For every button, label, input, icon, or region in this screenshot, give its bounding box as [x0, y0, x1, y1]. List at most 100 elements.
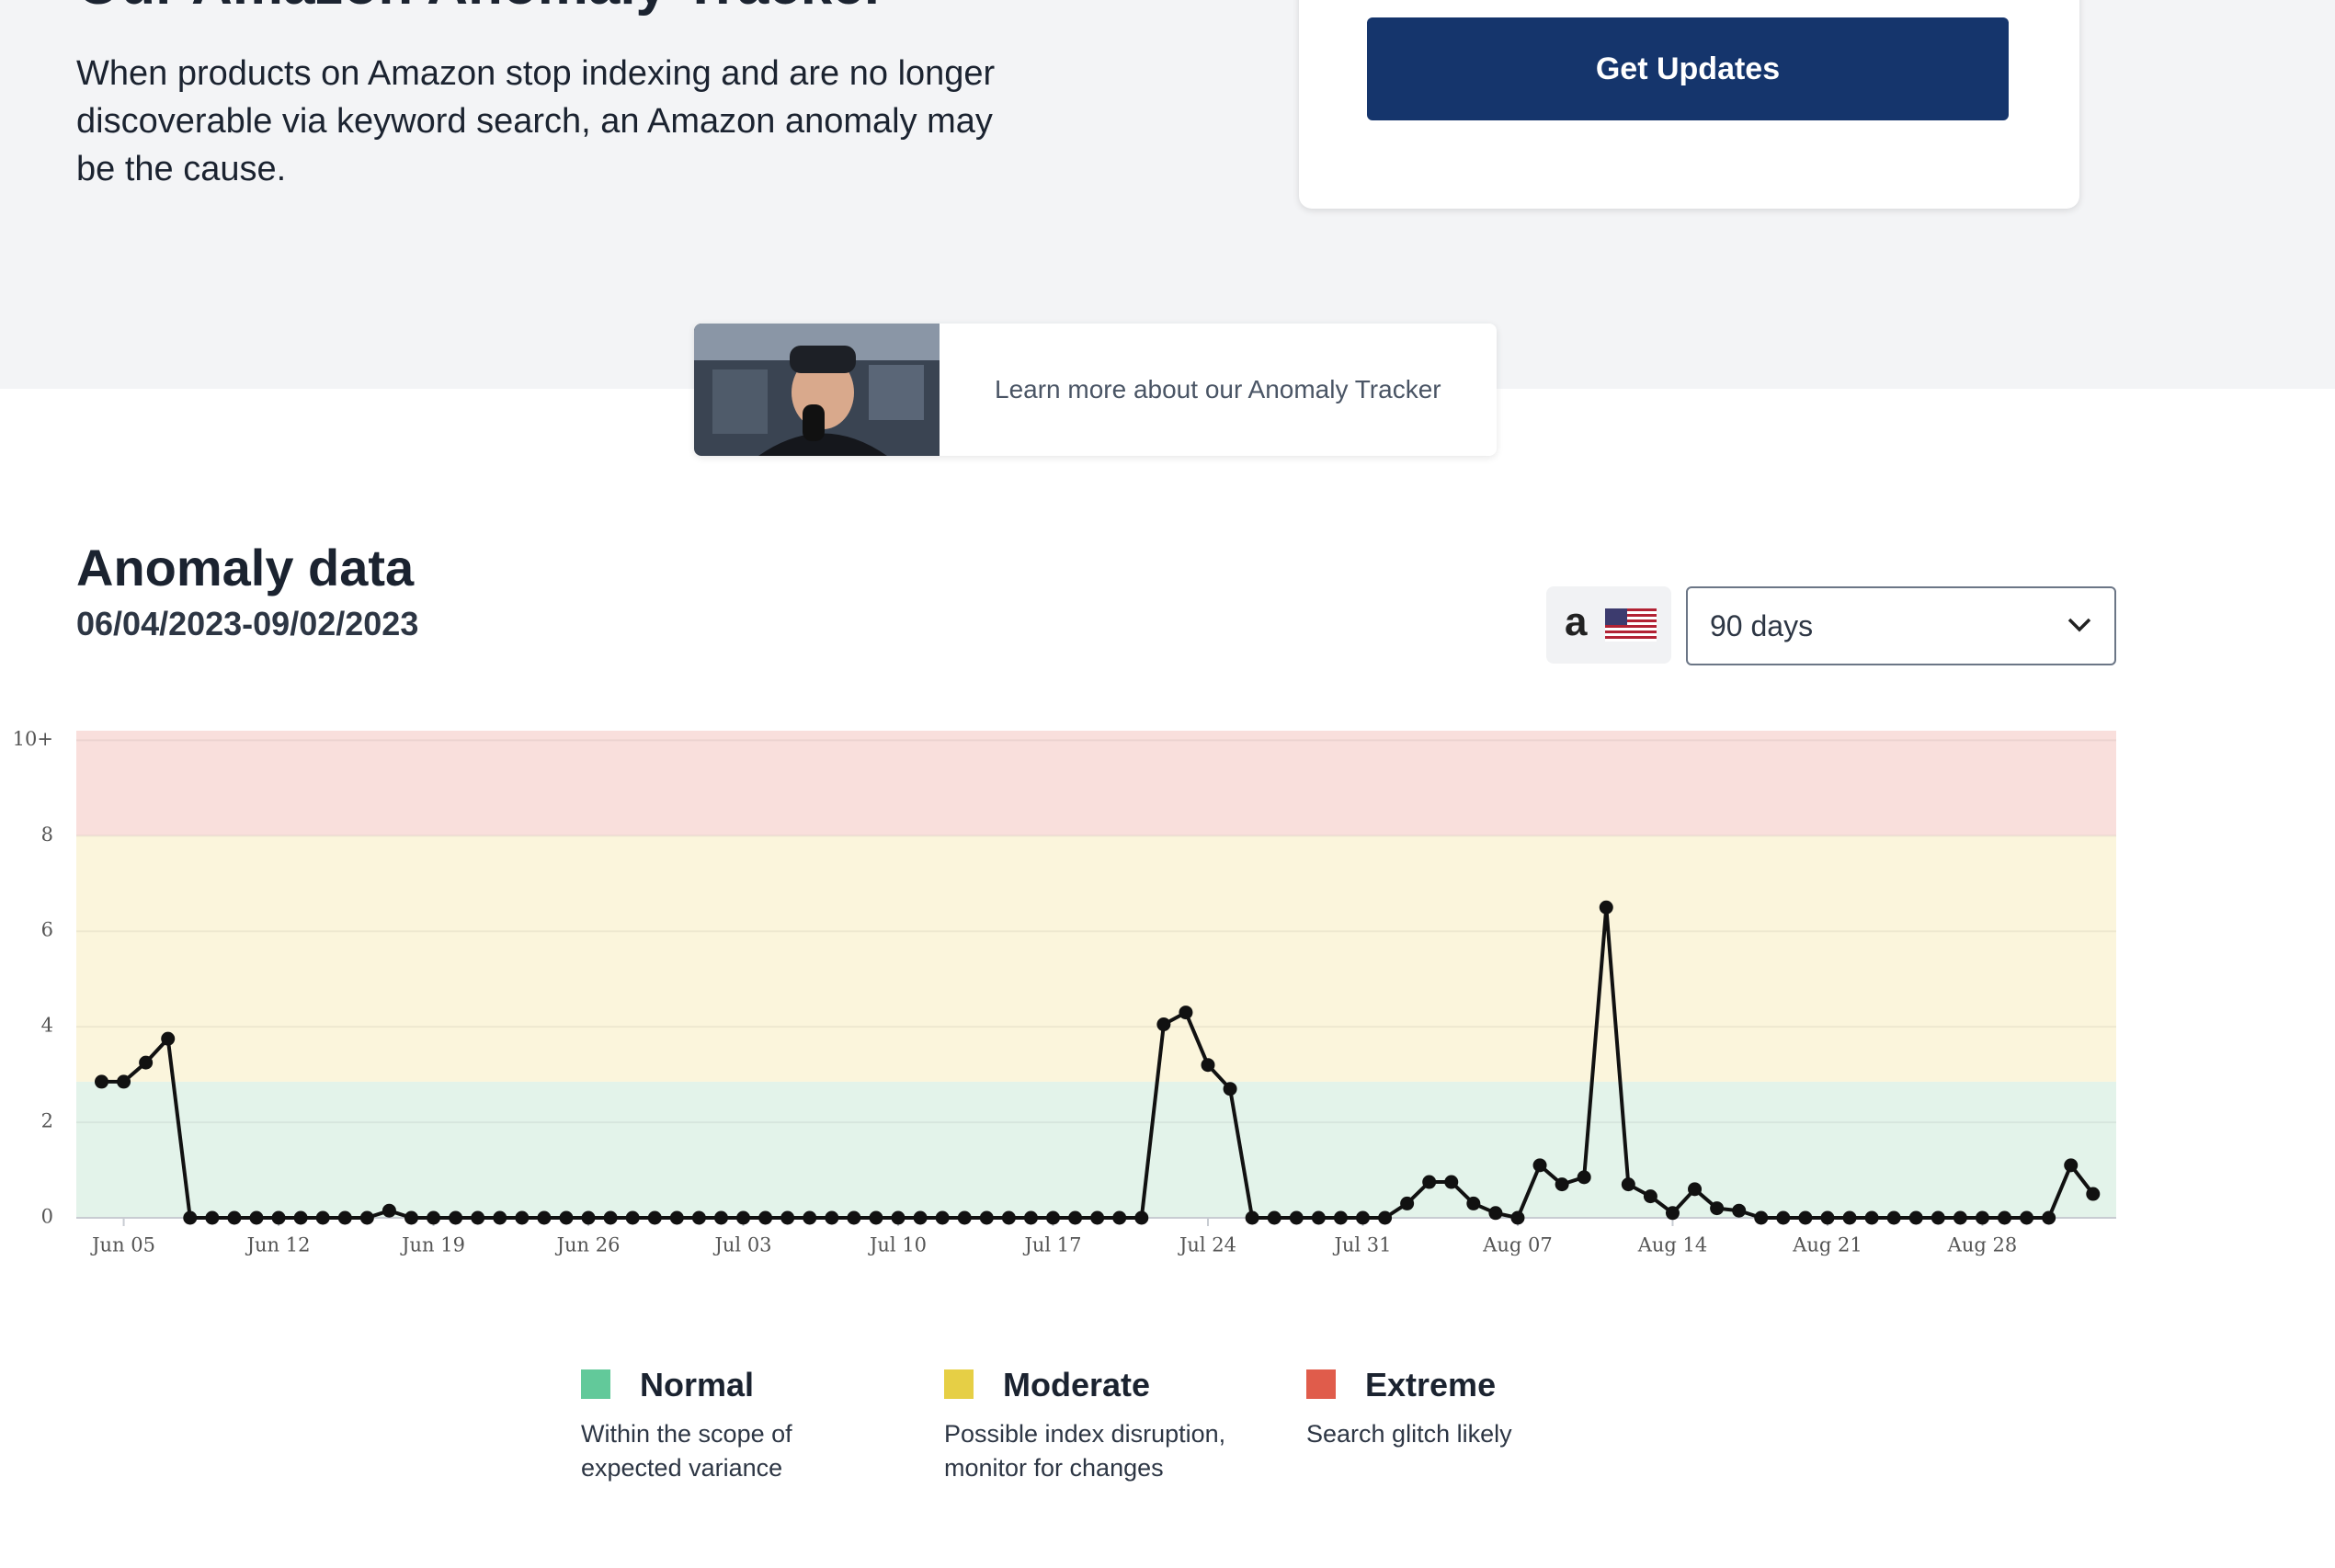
point — [337, 1210, 352, 1225]
video-caption: Learn more about our Anomaly Tracker — [995, 375, 1441, 403]
point — [559, 1210, 574, 1225]
point — [117, 1074, 131, 1089]
point — [1267, 1210, 1281, 1225]
point — [1998, 1210, 2012, 1225]
point — [249, 1210, 264, 1225]
y-tick-label: 0 — [41, 1206, 53, 1228]
point — [293, 1210, 308, 1225]
point — [95, 1074, 108, 1089]
marketplace-selector[interactable]: a — [1546, 586, 1671, 664]
chevron — [2067, 618, 2091, 632]
legend-name: Normal — [640, 1366, 755, 1403]
point — [537, 1210, 552, 1225]
point — [493, 1210, 507, 1225]
description: When products on Amazon stop indexing an… — [76, 54, 996, 188]
x-tick-label: Aug 28 — [1947, 1234, 2018, 1256]
zone-band — [76, 1081, 2116, 1218]
point — [736, 1210, 751, 1225]
y-tick-label: 4 — [41, 1015, 53, 1037]
point — [1820, 1210, 1835, 1225]
legend-swatch — [1306, 1369, 1336, 1399]
point — [449, 1210, 463, 1225]
point — [2064, 1158, 2079, 1173]
point — [1378, 1210, 1393, 1225]
point — [1090, 1210, 1105, 1225]
point — [1201, 1058, 1215, 1073]
point — [581, 1210, 596, 1225]
point — [359, 1210, 374, 1225]
zone-band — [76, 731, 2116, 836]
point — [1355, 1210, 1370, 1225]
video-thumbnail — [694, 324, 940, 456]
point — [1112, 1210, 1127, 1225]
point — [1953, 1210, 1967, 1225]
point — [205, 1210, 220, 1225]
x-tick-label: Jun 05 — [90, 1234, 155, 1256]
point — [1023, 1210, 1038, 1225]
point — [825, 1210, 839, 1225]
point — [1311, 1210, 1326, 1225]
amazon-logo: a — [1565, 599, 1588, 644]
period-dropdown[interactable]: 90 days — [1686, 586, 2116, 665]
x-tick-label: Jul 31 — [1332, 1234, 1391, 1256]
legend-swatch — [581, 1369, 610, 1399]
get-updates-button[interactable]: Get Updates — [1367, 17, 2009, 120]
legend-description: Within the scope of expected variance — [581, 1420, 792, 1482]
legend-swatch — [944, 1369, 974, 1399]
point — [1886, 1210, 1901, 1225]
point — [691, 1210, 706, 1225]
point — [758, 1210, 773, 1225]
point — [1621, 1177, 1635, 1192]
y-tick-label: 6 — [41, 919, 53, 941]
point — [847, 1210, 861, 1225]
x-tick-label: Jul 17 — [1022, 1234, 1081, 1256]
us-flag — [1605, 608, 1657, 642]
point — [1665, 1206, 1680, 1221]
point — [227, 1210, 242, 1225]
x-tick-label: Jun 12 — [245, 1234, 311, 1256]
point — [183, 1210, 198, 1225]
point — [935, 1210, 950, 1225]
point — [1134, 1210, 1149, 1225]
point — [1577, 1170, 1591, 1185]
point — [1333, 1210, 1348, 1225]
x-tick-label: Jun 19 — [400, 1234, 465, 1256]
point — [427, 1210, 441, 1225]
point — [1643, 1189, 1657, 1204]
point — [2020, 1210, 2034, 1225]
x-tick-label: Jul 03 — [712, 1234, 771, 1256]
period-value: 90 days — [1710, 608, 1814, 642]
point — [1400, 1196, 1415, 1210]
point — [1422, 1175, 1437, 1189]
point — [1975, 1210, 1989, 1225]
zone-band — [76, 835, 2116, 1082]
point — [382, 1203, 396, 1218]
point — [803, 1210, 817, 1225]
point — [1068, 1210, 1083, 1225]
point — [1156, 1017, 1171, 1032]
point — [1046, 1210, 1061, 1225]
point — [315, 1210, 330, 1225]
chart: 0 2 4 6 8 10+ Jun 05 Jun 12 Jun 19 Jun 26 Jul 03 Ju… — [13, 728, 2116, 1256]
point — [1555, 1177, 1569, 1192]
legend-description: Search glitch likely — [1306, 1420, 1512, 1448]
point — [1245, 1210, 1259, 1225]
point — [1532, 1158, 1547, 1173]
section-title: Anomaly data — [76, 539, 415, 597]
y-tick-label: 8 — [41, 824, 53, 846]
point — [404, 1210, 418, 1225]
point — [471, 1210, 485, 1225]
x-tick-label: Jul 24 — [1178, 1234, 1236, 1256]
point — [625, 1210, 640, 1225]
point — [1488, 1206, 1503, 1221]
y-tick-label: 2 — [41, 1110, 53, 1132]
video-card[interactable]: Learn more about our Anomaly Tracker — [694, 324, 1497, 456]
point — [1710, 1201, 1725, 1216]
point — [913, 1210, 928, 1225]
x-tick-label: Jun 26 — [555, 1234, 621, 1256]
page-title: Our Amazon Anomaly Tracker — [76, 0, 886, 17]
point — [1842, 1210, 1857, 1225]
point — [1223, 1082, 1237, 1096]
point — [1864, 1210, 1879, 1225]
